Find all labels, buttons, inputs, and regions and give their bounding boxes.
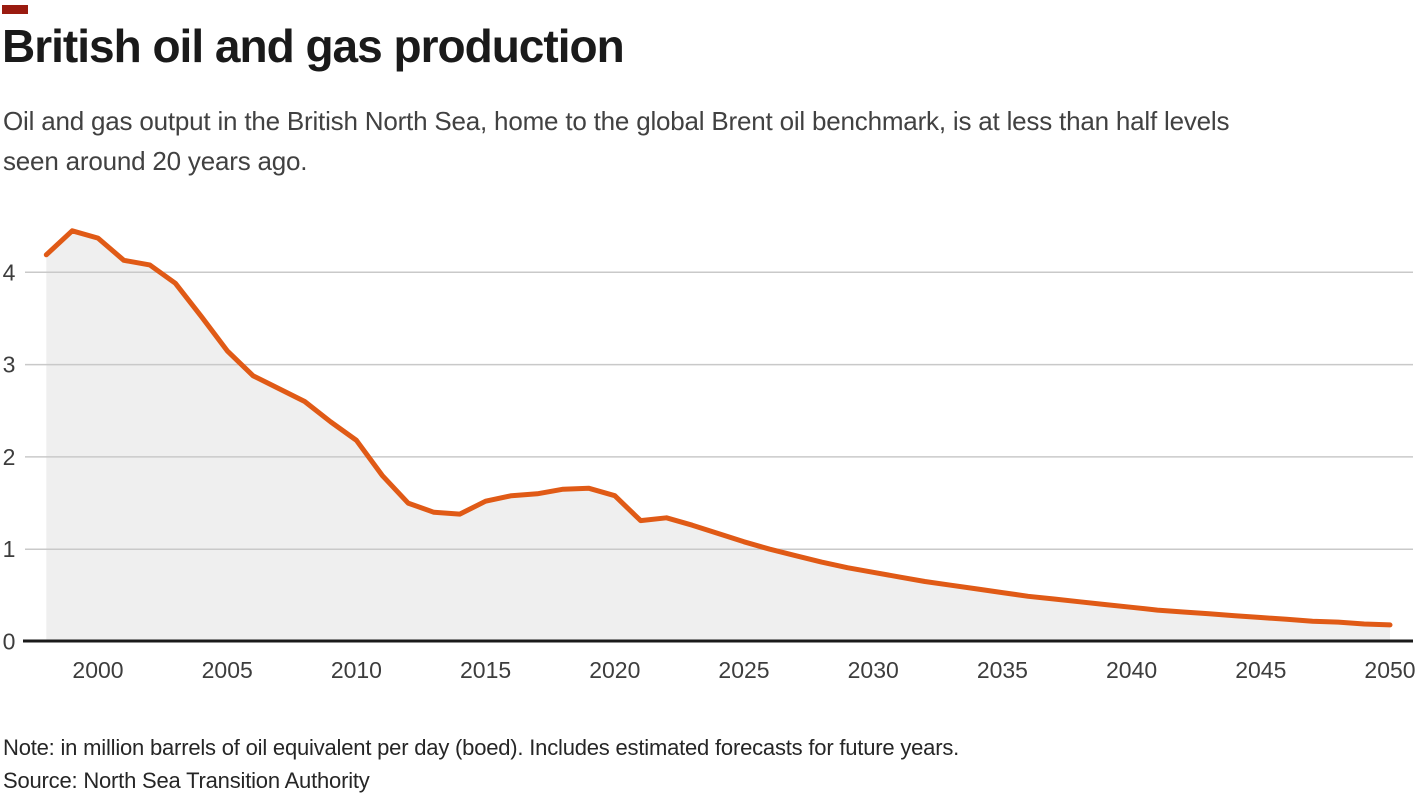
x-tick-label-2040: 2040 [1106,657,1157,683]
x-tick-label-2005: 2005 [202,657,253,683]
x-tick-label-2030: 2030 [848,657,899,683]
chart-source: Source: North Sea Transition Authority [3,768,370,793]
x-tick-label-2045: 2045 [1235,657,1286,683]
chart-footer: Note: in million barrels of oil equivale… [3,731,959,797]
x-tick-label-2020: 2020 [589,657,640,683]
x-tick-label-2010: 2010 [331,657,382,683]
y-tick-label-1: 1 [3,536,16,562]
x-tick-label-2015: 2015 [460,657,511,683]
y-tick-label-2: 2 [3,444,16,470]
chart-title: British oil and gas production [2,20,625,72]
production-line [43,228,1393,628]
x-tick-label-2050: 2050 [1364,657,1415,683]
production-area-fill [46,230,1390,642]
y-tick-label-4: 4 [3,259,16,285]
chart-subtitle: Oil and gas output in the British North … [3,106,1230,176]
y-tick-label-0: 0 [3,629,16,655]
y-tick-label-3: 3 [3,352,16,378]
x-tick-label-2000: 2000 [72,657,123,683]
production-area-chart: 0 1 2 3 4 2000 2005 2010 2015 2020 2025 2030 2035 204… [3,228,1416,683]
x-tick-label-2025: 2025 [718,657,769,683]
brand-accent-bar [2,5,28,14]
x-tick-label-2035: 2035 [977,657,1028,683]
chart-note: Note: in million barrels of oil equivale… [3,735,960,760]
